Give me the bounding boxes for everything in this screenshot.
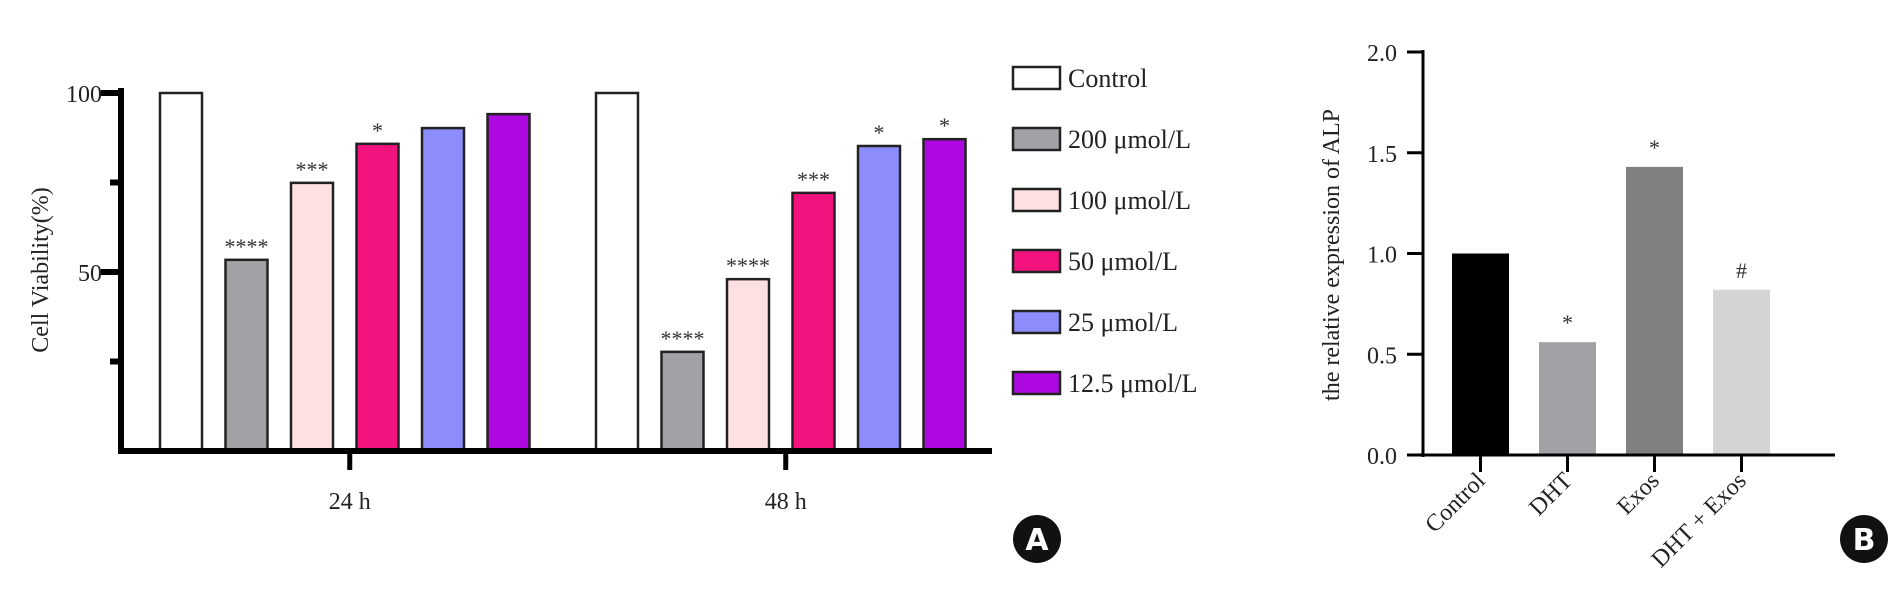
bar-0 bbox=[1452, 253, 1509, 455]
bar-1-5 bbox=[922, 137, 967, 453]
legend-label: Control bbox=[1068, 64, 1147, 93]
legend-label: 25 μmol/L bbox=[1068, 308, 1178, 337]
bar-0-1 bbox=[224, 258, 269, 453]
panel-a-annotations: ******************** * bbox=[225, 113, 951, 351]
panel-a-label-badge: A bbox=[1013, 515, 1061, 563]
legend-item: 50 μmol/L bbox=[1011, 247, 1178, 276]
panel-a-legend: Control 200 μmol/L 100 μmol/L 50 μmol/L 25 μ… bbox=[1011, 64, 1198, 398]
legend-item: 200 μmol/L bbox=[1011, 125, 1191, 154]
significance-annotation: * bbox=[372, 118, 383, 143]
x-tick-label: 24 h bbox=[329, 489, 371, 515]
x-tick-label: DHT bbox=[1524, 468, 1578, 522]
significance-annotation: * bbox=[939, 113, 950, 138]
bar-1-1 bbox=[660, 350, 705, 453]
significance-annotation: **** bbox=[726, 253, 770, 278]
y-tick-label: 100 bbox=[66, 82, 102, 108]
bar-2 bbox=[1626, 166, 1683, 456]
bar-0-2 bbox=[289, 181, 335, 453]
significance-annotation: * bbox=[1562, 310, 1573, 335]
bar-0-4 bbox=[420, 126, 466, 453]
panel-a-x-ticks: 24 h 48 h bbox=[329, 451, 807, 515]
x-tick-label: DHT + Exos bbox=[1647, 468, 1752, 573]
bar-1 bbox=[1539, 342, 1596, 455]
significance-annotation: * bbox=[1649, 135, 1660, 160]
bar-1-0 bbox=[594, 91, 640, 453]
legend-swatch bbox=[1011, 309, 1062, 335]
panel-b-y-ticks: 0.0 0.5 1.0 1.5 2.0 bbox=[1367, 41, 1423, 470]
legend-item: 25 μmol/L bbox=[1011, 308, 1178, 337]
legend-item: 12.5 μmol/L bbox=[1011, 369, 1198, 398]
y-tick-label: 1.0 bbox=[1367, 243, 1397, 269]
bar-1-2 bbox=[725, 277, 771, 453]
x-tick-label: 48 h bbox=[765, 489, 807, 515]
significance-annotation: **** bbox=[225, 234, 269, 259]
panel-b-label: B bbox=[1853, 523, 1876, 558]
legend-swatch bbox=[1011, 65, 1062, 91]
significance-annotation: * bbox=[874, 120, 885, 145]
x-tick-label: Control bbox=[1420, 468, 1490, 538]
bar-0-0 bbox=[158, 91, 204, 453]
legend-swatch bbox=[1011, 370, 1062, 396]
panel-b-alp-expression-chart: the relative expression of ALP 0.0 0.5 1.0… bbox=[1319, 41, 1888, 573]
panel-b-annotations: * * # bbox=[1562, 135, 1747, 335]
legend-item: 100 μmol/L bbox=[1011, 186, 1191, 215]
y-tick-label: 0.5 bbox=[1367, 343, 1397, 369]
significance-annotation: **** bbox=[661, 326, 705, 351]
y-tick-label: 2.0 bbox=[1367, 41, 1397, 67]
x-tick-label: Exos bbox=[1612, 468, 1664, 520]
significance-annotation: *** bbox=[797, 167, 830, 192]
legend-swatch bbox=[1011, 126, 1062, 152]
panel-a-bars bbox=[158, 91, 967, 453]
bar-0-5 bbox=[486, 112, 531, 453]
bar-1-4 bbox=[856, 144, 902, 453]
y-tick-label: 1.5 bbox=[1367, 142, 1397, 168]
legend-label: 200 μmol/L bbox=[1068, 125, 1191, 154]
y-tick-label: 50 bbox=[78, 261, 102, 287]
panel-a-y-ticks: 50 100 bbox=[66, 82, 121, 365]
bar-0-3 bbox=[355, 142, 400, 453]
legend-label: 12.5 μmol/L bbox=[1068, 369, 1198, 398]
panel-a-y-axis-title: Cell Viability(%) bbox=[28, 187, 54, 352]
legend-swatch bbox=[1011, 248, 1062, 274]
bar-3 bbox=[1713, 289, 1770, 455]
legend-label: 50 μmol/L bbox=[1068, 247, 1178, 276]
panel-a-label: A bbox=[1025, 523, 1049, 558]
legend-swatch bbox=[1011, 187, 1062, 213]
legend-label: 100 μmol/L bbox=[1068, 186, 1191, 215]
panel-b-label-badge: B bbox=[1840, 515, 1888, 563]
significance-annotation: *** bbox=[296, 157, 329, 182]
legend-item: Control bbox=[1011, 64, 1147, 93]
bar-1-3 bbox=[791, 191, 836, 453]
significance-annotation: # bbox=[1736, 258, 1747, 283]
y-tick-label: 0.0 bbox=[1367, 444, 1397, 470]
panel-b-y-axis-title: the relative expression of ALP bbox=[1319, 109, 1345, 401]
panel-b-bars bbox=[1452, 166, 1770, 456]
